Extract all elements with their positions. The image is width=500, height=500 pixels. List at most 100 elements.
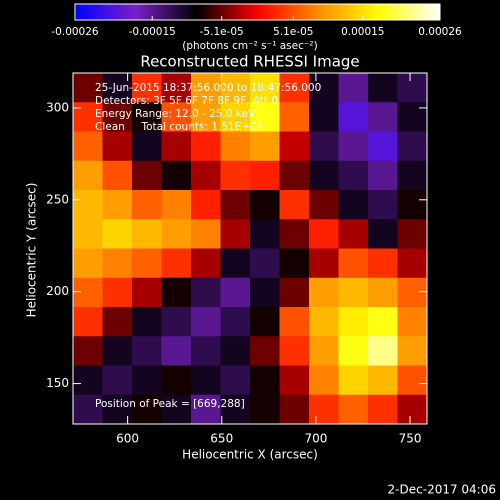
heatmap-cell bbox=[132, 394, 162, 425]
heatmap-cell bbox=[338, 307, 369, 337]
heatmap-cell bbox=[102, 248, 133, 279]
heatmap-cell bbox=[132, 131, 162, 162]
annotation: 25-Jun-2015 18:37:56.000 to 18:47:56.000 bbox=[95, 82, 321, 94]
y-tick-label: 250 bbox=[46, 192, 69, 206]
heatmap-cell bbox=[309, 248, 339, 279]
x-axis-label: Heliocentric X (arcsec) bbox=[182, 448, 318, 462]
x-tick-label: 700 bbox=[304, 432, 327, 446]
heatmap-cell bbox=[368, 277, 398, 308]
heatmap-cell bbox=[161, 219, 192, 249]
annotation: Detectors: 3F 5F 6F 7F 8F 9F, Att 0 bbox=[95, 95, 278, 107]
heatmap-cell bbox=[191, 73, 221, 103]
heatmap-cell bbox=[368, 190, 398, 220]
heatmap-cell bbox=[220, 190, 251, 220]
heatmap-cell bbox=[102, 219, 133, 249]
heatmap-cell bbox=[279, 160, 310, 191]
heatmap-cell bbox=[250, 102, 280, 132]
heatmap-cell bbox=[191, 131, 221, 162]
heatmap-cell bbox=[250, 248, 280, 279]
heatmap-cell bbox=[220, 102, 251, 132]
heatmap-cell bbox=[397, 219, 428, 249]
heatmap-cell bbox=[309, 73, 339, 103]
heatmap-cell bbox=[73, 219, 103, 249]
x-tick-label: 650 bbox=[210, 432, 233, 446]
y-tick-label: 300 bbox=[46, 100, 69, 114]
heatmap-cell bbox=[368, 336, 398, 366]
heatmap-cell bbox=[338, 394, 369, 425]
heatmap-cell bbox=[191, 365, 221, 396]
y-tick-label: 200 bbox=[46, 284, 69, 298]
x-tick-label: 750 bbox=[399, 432, 422, 446]
heatmap-cell bbox=[73, 131, 103, 162]
heatmap-cell bbox=[338, 365, 369, 396]
heatmap-cell bbox=[161, 365, 192, 396]
heatmap-cell bbox=[368, 248, 398, 279]
heatmap-cell bbox=[73, 336, 103, 366]
heatmap-cell bbox=[250, 73, 280, 103]
heatmap-cell bbox=[279, 102, 310, 132]
colorbar-tick-label: 0.00015 bbox=[341, 26, 384, 38]
heatmap-cell bbox=[279, 307, 310, 337]
heatmap-cell bbox=[368, 365, 398, 396]
heatmap-cell bbox=[220, 336, 251, 366]
heatmap-cell bbox=[132, 307, 162, 337]
heatmap-cell bbox=[191, 102, 221, 132]
colorbar-tick-label: -0.00026 bbox=[51, 26, 99, 38]
heatmap-cell bbox=[220, 131, 251, 162]
heatmap-cell bbox=[161, 248, 192, 279]
heatmap-cell bbox=[191, 160, 221, 191]
heatmap-cell bbox=[397, 102, 428, 132]
heatmap-cell bbox=[397, 277, 428, 308]
heatmap-cell bbox=[250, 219, 280, 249]
heatmap-cell bbox=[220, 73, 251, 103]
heatmap-cell bbox=[338, 277, 369, 308]
heatmap-cell bbox=[161, 73, 192, 103]
heatmap-cell bbox=[191, 277, 221, 308]
heatmap-cell bbox=[161, 394, 192, 425]
heatmap-cell bbox=[368, 131, 398, 162]
heatmap-cell bbox=[250, 365, 280, 396]
heatmap-cell bbox=[102, 131, 133, 162]
heatmap-cell bbox=[338, 131, 369, 162]
colorbar bbox=[74, 3, 441, 21]
heatmap-cell bbox=[250, 277, 280, 308]
heatmap-cell bbox=[73, 102, 103, 132]
heatmap-cell bbox=[102, 336, 133, 366]
heatmap-cell bbox=[279, 219, 310, 249]
heatmap-cell bbox=[161, 160, 192, 191]
heatmap-cell bbox=[161, 277, 192, 308]
heatmap-cell bbox=[279, 365, 310, 396]
heatmap-cell bbox=[132, 248, 162, 279]
colorbar-label: (photons cm⁻² s⁻¹ asec⁻²) bbox=[182, 40, 317, 52]
heatmap-cell bbox=[397, 365, 428, 396]
heatmap-cell bbox=[309, 219, 339, 249]
heatmap-cell bbox=[191, 248, 221, 279]
heatmap-cell bbox=[338, 190, 369, 220]
heatmap-cell bbox=[132, 219, 162, 249]
heatmap-cell bbox=[132, 102, 162, 132]
y-tick-label: 150 bbox=[46, 376, 69, 390]
heatmap-cell bbox=[397, 73, 428, 103]
heatmap-cell bbox=[73, 394, 103, 425]
heatmap-cell bbox=[309, 336, 339, 366]
heatmap-cell bbox=[250, 307, 280, 337]
heatmap-cell bbox=[220, 394, 251, 425]
chart-title: Reconstructed RHESSI Image bbox=[140, 53, 359, 71]
heatmap-cell bbox=[250, 160, 280, 191]
annotation: Energy Range: 12.0 - 25.0 keV bbox=[95, 108, 256, 120]
colorbar-tick-label: -0.00015 bbox=[129, 26, 176, 38]
heatmap-cell bbox=[161, 131, 192, 162]
y-axis-label: Heliocentric Y (arcsec) bbox=[25, 183, 39, 318]
heatmap-cell bbox=[309, 307, 339, 337]
heatmap-cell bbox=[102, 102, 133, 132]
heatmap-cell bbox=[368, 219, 398, 249]
heatmap-cell bbox=[250, 190, 280, 220]
heatmap-cell bbox=[132, 190, 162, 220]
footer: 2-Dec-2017 04:06 bbox=[388, 483, 496, 497]
heatmap-cell bbox=[309, 102, 339, 132]
heatmap-cell bbox=[397, 131, 428, 162]
heatmap-cell bbox=[397, 394, 428, 425]
heatmap-cell bbox=[102, 160, 133, 191]
heatmap-cell bbox=[161, 102, 192, 132]
colorbar-tick-label: 0.00026 bbox=[418, 26, 462, 38]
